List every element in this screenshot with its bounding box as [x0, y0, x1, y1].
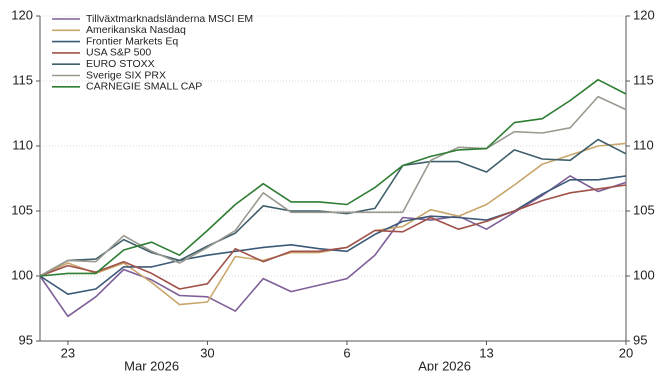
y2-tick-label: 110	[633, 137, 654, 152]
y-tick-label: 105	[11, 202, 33, 217]
series-line	[39, 142, 627, 306]
series-line	[39, 184, 627, 290]
legend-label: USA S&P 500	[86, 47, 151, 59]
y2-tick-label: 95	[633, 332, 647, 347]
x-tick-label: 13	[479, 345, 493, 360]
legend-label: EURO STOXX	[86, 58, 155, 70]
x-tick-label: 20	[619, 345, 633, 360]
x-tick-label: 23	[61, 345, 75, 360]
y2-tick-label: 120	[633, 7, 655, 22]
series-line	[39, 175, 627, 318]
y2-tick-label: 100	[633, 267, 655, 282]
legend-label: Tillväxtmarknadsländerna MSCI EM	[86, 13, 253, 25]
legend-label: Sverige SIX PRX	[86, 69, 166, 81]
y2-tick-label: 105	[633, 202, 655, 217]
y-tick-label: 120	[11, 7, 33, 22]
series-line	[39, 138, 627, 277]
x-group-label: Apr 2026	[418, 358, 471, 371]
y-tick-label: 95	[19, 332, 33, 347]
y-tick-label: 115	[12, 72, 33, 87]
x-tick-label: 30	[200, 345, 214, 360]
x-group-label: Mar 2026	[124, 358, 179, 371]
x-tick-label: 6	[343, 345, 350, 360]
y-tick-label: 100	[11, 267, 33, 282]
legend-label: Amerikanska Nasdaq	[86, 24, 186, 36]
y2-tick-label: 115	[633, 72, 654, 87]
legend-label: CARNEGIE SMALL CAP	[86, 81, 202, 93]
series-line	[39, 78, 627, 277]
y-tick-label: 110	[12, 137, 33, 152]
series-line	[39, 95, 627, 277]
legend-label: Frontier Markets Eq	[86, 35, 178, 47]
